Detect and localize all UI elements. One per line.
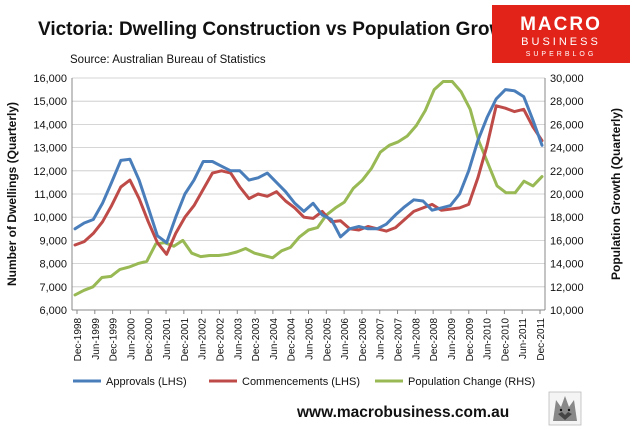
x-tick-label: Dec-2010 xyxy=(500,318,511,362)
x-tick-label: Jun-2011 xyxy=(518,318,529,359)
x-tick-label: Jun-2005 xyxy=(305,318,316,360)
left-tick-label: 13,000 xyxy=(33,143,67,155)
left-tick-label: 8,000 xyxy=(39,259,67,271)
right-tick-label: 20,000 xyxy=(550,189,584,201)
chart-title: Victoria: Dwelling Construction vs Popul… xyxy=(38,19,522,40)
left-tick-label: 9,000 xyxy=(39,235,67,247)
x-tick-label: Dec-2005 xyxy=(322,318,333,362)
left-axis-title: Number of Dwellings (Quarterly) xyxy=(5,102,19,286)
x-tick-label: Jun-2001 xyxy=(162,318,173,360)
right-axis-title: Population Growth (Quarterly) xyxy=(609,108,623,280)
x-tick-label: Dec-2004 xyxy=(287,318,298,362)
left-tick-label: 11,000 xyxy=(34,189,67,201)
x-tick-label: Dec-2009 xyxy=(465,318,476,362)
right-tick-label: 22,000 xyxy=(550,166,584,178)
left-tick-label: 16,000 xyxy=(33,73,67,85)
right-tick-label: 30,000 xyxy=(550,73,584,85)
left-tick-label: 15,000 xyxy=(33,96,67,108)
logo-background xyxy=(492,5,630,63)
series-line-approvals xyxy=(73,88,544,245)
logo-line-macro: MACRO xyxy=(520,14,602,35)
left-tick-label: 12,000 xyxy=(33,166,67,178)
x-tick-label: Jun-2004 xyxy=(269,318,280,360)
x-tick-label: Dec-2011 xyxy=(536,318,547,361)
x-tick-label: Dec-2006 xyxy=(358,318,369,362)
x-tick-label: Dec-2008 xyxy=(429,318,440,362)
left-tick-label: 10,000 xyxy=(33,212,67,224)
right-tick-label: 10,000 xyxy=(550,305,584,317)
legend-label-approvals: Approvals (LHS) xyxy=(106,376,187,388)
x-tick-label: Jun-2010 xyxy=(483,318,494,360)
x-tick-label: Dec-1998 xyxy=(73,318,84,362)
x-axis-ticks: Dec-1998 Jun-1999 Dec-1999 Jun-2000 Dec-2000… xyxy=(73,310,547,361)
x-tick-label: Jun-2008 xyxy=(411,318,422,360)
legend-label-population: Population Change (RHS) xyxy=(408,376,535,388)
x-tick-label: Jun-2000 xyxy=(126,318,137,360)
series-line-population xyxy=(73,80,544,297)
x-tick-label: Dec-1999 xyxy=(109,318,120,362)
left-axis-ticks: 6,000 7,000 8,000 9,000 10,000 11,000 12,000 13… xyxy=(33,73,67,317)
left-tick-label: 14,000 xyxy=(33,119,67,131)
legend: Approvals (LHS) Commencements (LHS) Popu… xyxy=(73,376,535,388)
legend-label-commencements: Commencements (LHS) xyxy=(242,376,360,388)
x-tick-label: Dec-2007 xyxy=(394,318,405,362)
x-tick-label: Jun-2003 xyxy=(233,318,244,360)
x-tick-label: Dec-2002 xyxy=(215,318,226,362)
right-tick-label: 28,000 xyxy=(550,96,584,108)
logo-line-superblog: SUPERBLOG xyxy=(526,51,597,58)
x-tick-label: Jun-2007 xyxy=(376,318,387,360)
right-tick-label: 26,000 xyxy=(550,119,584,131)
left-tick-label: 6,000 xyxy=(39,305,67,317)
series-layer xyxy=(73,80,544,297)
x-tick-label: Jun-2009 xyxy=(447,318,458,360)
right-tick-label: 14,000 xyxy=(550,259,584,271)
left-tick-label: 7,000 xyxy=(39,282,67,294)
right-tick-label: 24,000 xyxy=(550,143,584,155)
x-tick-label: Jun-2002 xyxy=(198,318,209,360)
x-tick-label: Dec-2001 xyxy=(180,318,191,362)
right-tick-label: 12,000 xyxy=(550,282,584,294)
logo-line-business: BUSINESS xyxy=(521,36,601,48)
x-tick-label: Jun-1999 xyxy=(91,318,102,360)
right-tick-label: 18,000 xyxy=(550,212,584,224)
wolf-logo-icon xyxy=(548,391,582,426)
website-url: www.macrobusiness.com.au xyxy=(296,404,509,421)
series-line-commencements xyxy=(73,104,544,256)
x-tick-label: Jun-2006 xyxy=(340,318,351,360)
chart-subtitle: Source: Australian Bureau of Statistics xyxy=(70,54,266,66)
x-tick-label: Dec-2000 xyxy=(144,318,155,362)
macrobusiness-logo: MACRO BUSINESS SUPERBLOG xyxy=(492,5,630,63)
right-axis-ticks: 10,000 12,000 14,000 16,000 18,000 20,000 22,0… xyxy=(550,73,584,317)
x-tick-label: Dec-2003 xyxy=(251,318,262,362)
right-tick-label: 16,000 xyxy=(550,235,584,247)
